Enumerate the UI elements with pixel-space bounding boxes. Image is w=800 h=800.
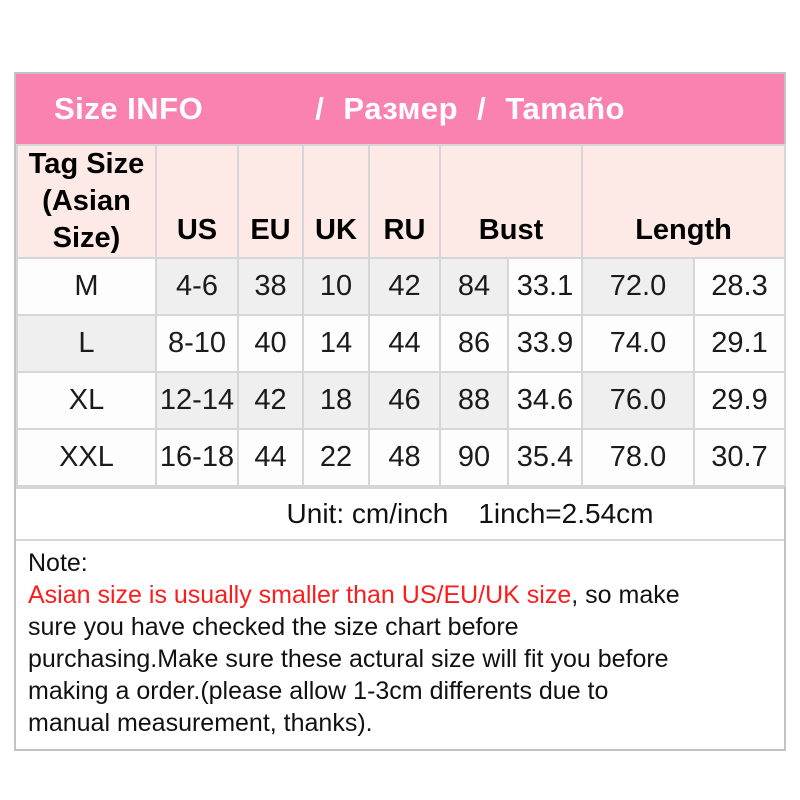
size-row-xxl: XXL 16-18 44 22 48 90 35.4 78.0 30.7 [16,428,787,487]
size-row-m: M 4-6 38 10 42 84 33.1 72.0 28.3 [16,257,787,316]
size-value-cell: 18 [302,371,370,430]
column-header-eu: EU [237,144,304,259]
size-value-cell: 46 [368,371,441,430]
banner-title-en: Size INFO [54,91,204,126]
tag-size-header-line: (Asian [42,185,131,217]
note-section: Note: Asian size is usually smaller than … [16,539,784,749]
note-text: , so make [571,581,680,609]
size-value-cell: 16-18 [155,428,239,487]
size-value-cell: 34.6 [506,371,584,430]
tag-size-header-line: Size) [52,222,121,254]
column-header-us: US [155,144,239,259]
tag-size-header: Tag Size (Asian Size) [16,144,157,259]
note-line: purchasing.Make sure these actural size … [28,643,774,675]
note-line: Note: [28,547,774,579]
size-value-cell: 33.9 [506,314,584,373]
tag-size-cell: M [16,257,157,316]
size-chart-sheet: Size INFO / Размер / Tamaño Tag Size (Asi… [14,72,787,751]
note-text: sure you have checked the size chart bef… [28,613,519,641]
size-value-cell: 33.1 [506,257,584,316]
tag-size-header-line: Tag Size [28,148,145,180]
size-value-cell: 14 [302,314,370,373]
size-value-cell: 76.0 [581,371,696,430]
note-line: manual measurement, thanks). [28,707,774,739]
size-value-cell: 74.0 [581,314,696,373]
column-header-uk: UK [302,144,370,259]
size-value-cell: 4-6 [155,257,239,316]
note-line: making a order.(please allow 1-3cm diffe… [28,675,774,707]
size-value-cell: 42 [237,371,304,430]
size-value-cell: 40 [237,314,304,373]
column-header-bust: Bust [438,144,584,259]
size-value-cell: 22 [302,428,370,487]
column-header-length: Length [581,144,787,259]
size-value-cell: 28.3 [693,257,787,316]
unit-conversion: 1inch=2.54cm [478,498,654,529]
size-value-cell: 12-14 [155,371,239,430]
unit-row: Unit: cm/inch 1inch=2.54cm [16,487,784,539]
size-value-cell: 35.4 [506,428,584,487]
size-value-cell: 90 [439,428,509,487]
size-value-cell: 29.1 [693,314,787,373]
note-warning-text: Asian size is usually smaller than US/EU… [28,581,572,609]
column-header-ru: RU [368,144,441,259]
banner: Size INFO / Размер / Tamaño [16,74,784,144]
size-value-cell: 84 [439,257,509,316]
size-value-cell: 30.7 [693,428,787,487]
size-value-cell: 48 [368,428,441,487]
note-text: purchasing.Make sure these actural size … [28,645,669,673]
size-value-cell: 38 [237,257,304,316]
size-value-cell: 44 [237,428,304,487]
banner-title-multilang: / Размер / Tamaño [315,91,625,126]
size-value-cell: 42 [368,257,441,316]
size-value-cell: 88 [439,371,509,430]
note-text: manual measurement, thanks). [28,709,373,737]
size-value-cell: 72.0 [581,257,696,316]
size-value-cell: 78.0 [581,428,696,487]
tag-size-cell: XXL [16,428,157,487]
size-value-cell: 86 [439,314,509,373]
unit-label: Unit: cm/inch [286,498,449,529]
note-text: Note: [28,549,88,577]
tag-size-cell: L [16,314,157,373]
size-row-xl: XL 12-14 42 18 46 88 34.6 76.0 29.9 [16,371,787,430]
note-text: making a order.(please allow 1-3cm diffe… [28,677,609,705]
note-line: Asian size is usually smaller than US/EU… [28,579,774,611]
size-value-cell: 10 [302,257,370,316]
size-value-cell: 44 [368,314,441,373]
note-line: sure you have checked the size chart bef… [28,611,774,643]
size-value-cell: 29.9 [693,371,787,430]
size-value-cell: 8-10 [155,314,239,373]
table-header-row: Tag Size (Asian Size) US EU UK RU Bust Length [16,144,787,259]
size-row-l: L 8-10 40 14 44 86 33.9 74.0 29.1 [16,314,787,373]
tag-size-cell: XL [16,371,157,430]
